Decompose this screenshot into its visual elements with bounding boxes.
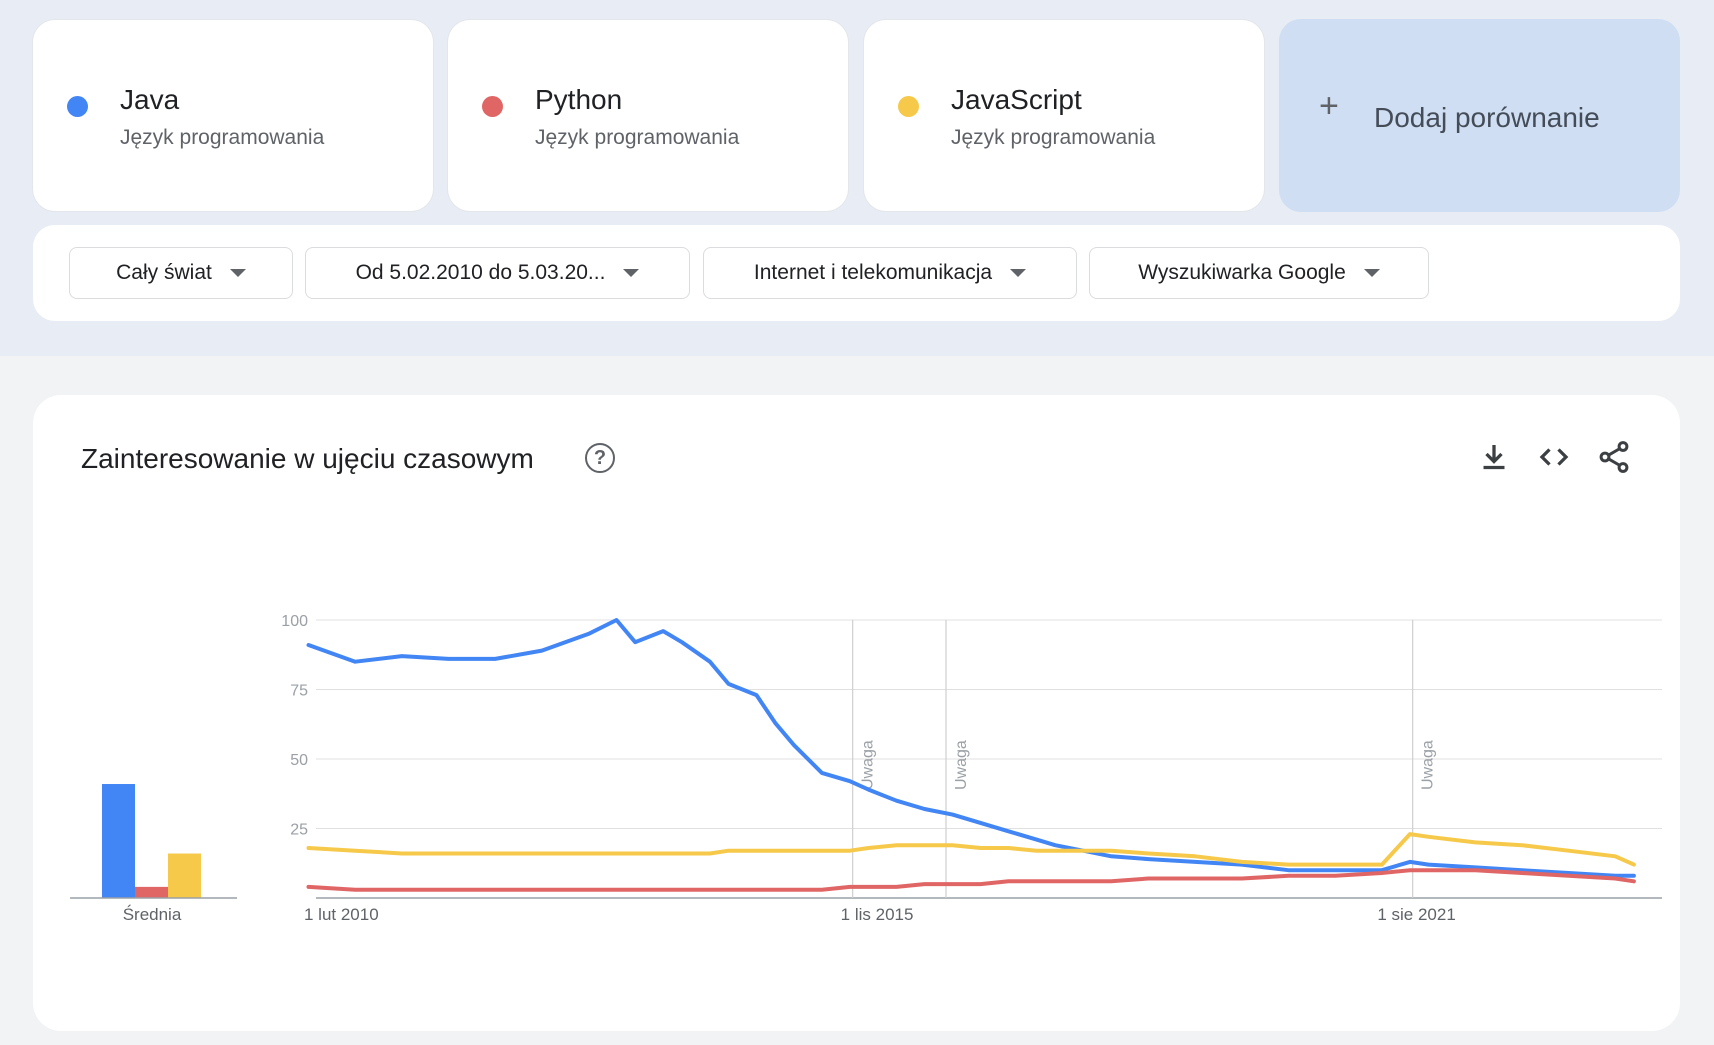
x-tick-label: 1 sie 2021: [1377, 905, 1455, 924]
y-tick-label: 25: [290, 822, 308, 839]
x-tick-label: 1 lis 2015: [841, 905, 914, 924]
date-range-filter-label: Od 5.02.2010 do 5.03.20...: [355, 261, 606, 284]
term-color-dot-javascript: [898, 96, 919, 117]
chart-title: Zainteresowanie w ujęciu czasowym: [81, 443, 534, 474]
y-tick-label: 50: [290, 752, 308, 769]
x-tick-label: 1 lut 2010: [304, 905, 379, 924]
term-card-java[interactable]: Java Język programowania: [33, 20, 433, 211]
caret-down-icon: [229, 269, 246, 277]
region-filter-label: Cały świat: [116, 261, 212, 284]
interest-chart: Średnia 25 50 75 100 Uwaga Uwaga Uwaga 1 lut 20…: [70, 613, 1662, 924]
term-name[interactable]: JavaScript: [951, 84, 1082, 115]
series-line-javascript: [306, 832, 1636, 867]
category-filter-dropdown[interactable]: Internet i telekomunikacja: [703, 247, 1077, 299]
series-line-java: [306, 618, 1636, 878]
term-color-dot-python: [482, 96, 503, 117]
filter-bar: Cały świat Od 5.02.2010 do 5.03.20... In…: [33, 225, 1680, 321]
download-icon[interactable]: [1476, 439, 1512, 475]
term-subtitle: Język programowania: [120, 126, 325, 149]
caret-down-icon: [1010, 269, 1027, 277]
term-name[interactable]: Python: [535, 84, 623, 115]
term-card-javascript[interactable]: JavaScript Język programowania: [864, 20, 1264, 211]
add-comparison-label: Dodaj porównanie: [1374, 102, 1600, 133]
search-type-filter-label: Wyszukiwarka Google: [1138, 261, 1346, 284]
date-range-filter-dropdown[interactable]: Od 5.02.2010 do 5.03.20...: [305, 247, 690, 299]
average-bar-java: [102, 784, 135, 898]
average-bar-python: [135, 886, 168, 898]
search-type-filter-dropdown[interactable]: Wyszukiwarka Google: [1089, 247, 1429, 299]
caret-down-icon: [623, 269, 640, 277]
term-color-dot-java: [67, 96, 88, 117]
y-tick-label: 100: [281, 613, 308, 630]
term-name[interactable]: Java: [120, 84, 180, 115]
category-filter-label: Internet i telekomunikacja: [753, 261, 993, 284]
average-bar-javascript: [168, 853, 201, 898]
y-tick-label: 75: [290, 683, 308, 700]
region-filter-dropdown[interactable]: Cały świat: [69, 247, 293, 299]
term-subtitle: Język programowania: [535, 126, 740, 149]
embed-code-icon[interactable]: [1536, 439, 1572, 475]
average-label: Średnia: [123, 905, 182, 924]
note-label: Uwaga: [860, 740, 877, 790]
caret-down-icon: [1363, 269, 1380, 277]
term-card-python[interactable]: Python Język programowania: [448, 20, 848, 211]
term-subtitle: Język programowania: [951, 126, 1156, 149]
average-bar-chart: Średnia: [70, 784, 237, 924]
note-label: Uwaga: [1420, 740, 1437, 790]
series-line-python: [306, 868, 1636, 892]
help-circle-icon[interactable]: ?: [585, 443, 615, 473]
share-icon[interactable]: [1596, 439, 1632, 475]
note-label: Uwaga: [953, 740, 970, 790]
add-comparison-button[interactable]: + Dodaj porównanie: [1279, 19, 1680, 212]
interest-over-time-panel: Zainteresowanie w ujęciu czasowym ? Śred…: [33, 395, 1680, 1031]
line-chart: 25 50 75 100 Uwaga Uwaga Uwaga 1 lut 2010 1 lis …: [281, 613, 1662, 924]
plus-icon: +: [1319, 87, 1339, 125]
